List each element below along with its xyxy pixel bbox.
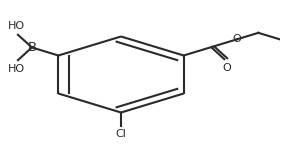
Text: O: O — [232, 34, 241, 44]
Text: HO: HO — [8, 21, 25, 31]
Text: HO: HO — [8, 64, 25, 74]
Text: B: B — [27, 41, 37, 54]
Text: O: O — [222, 63, 231, 73]
Text: Cl: Cl — [115, 129, 126, 139]
